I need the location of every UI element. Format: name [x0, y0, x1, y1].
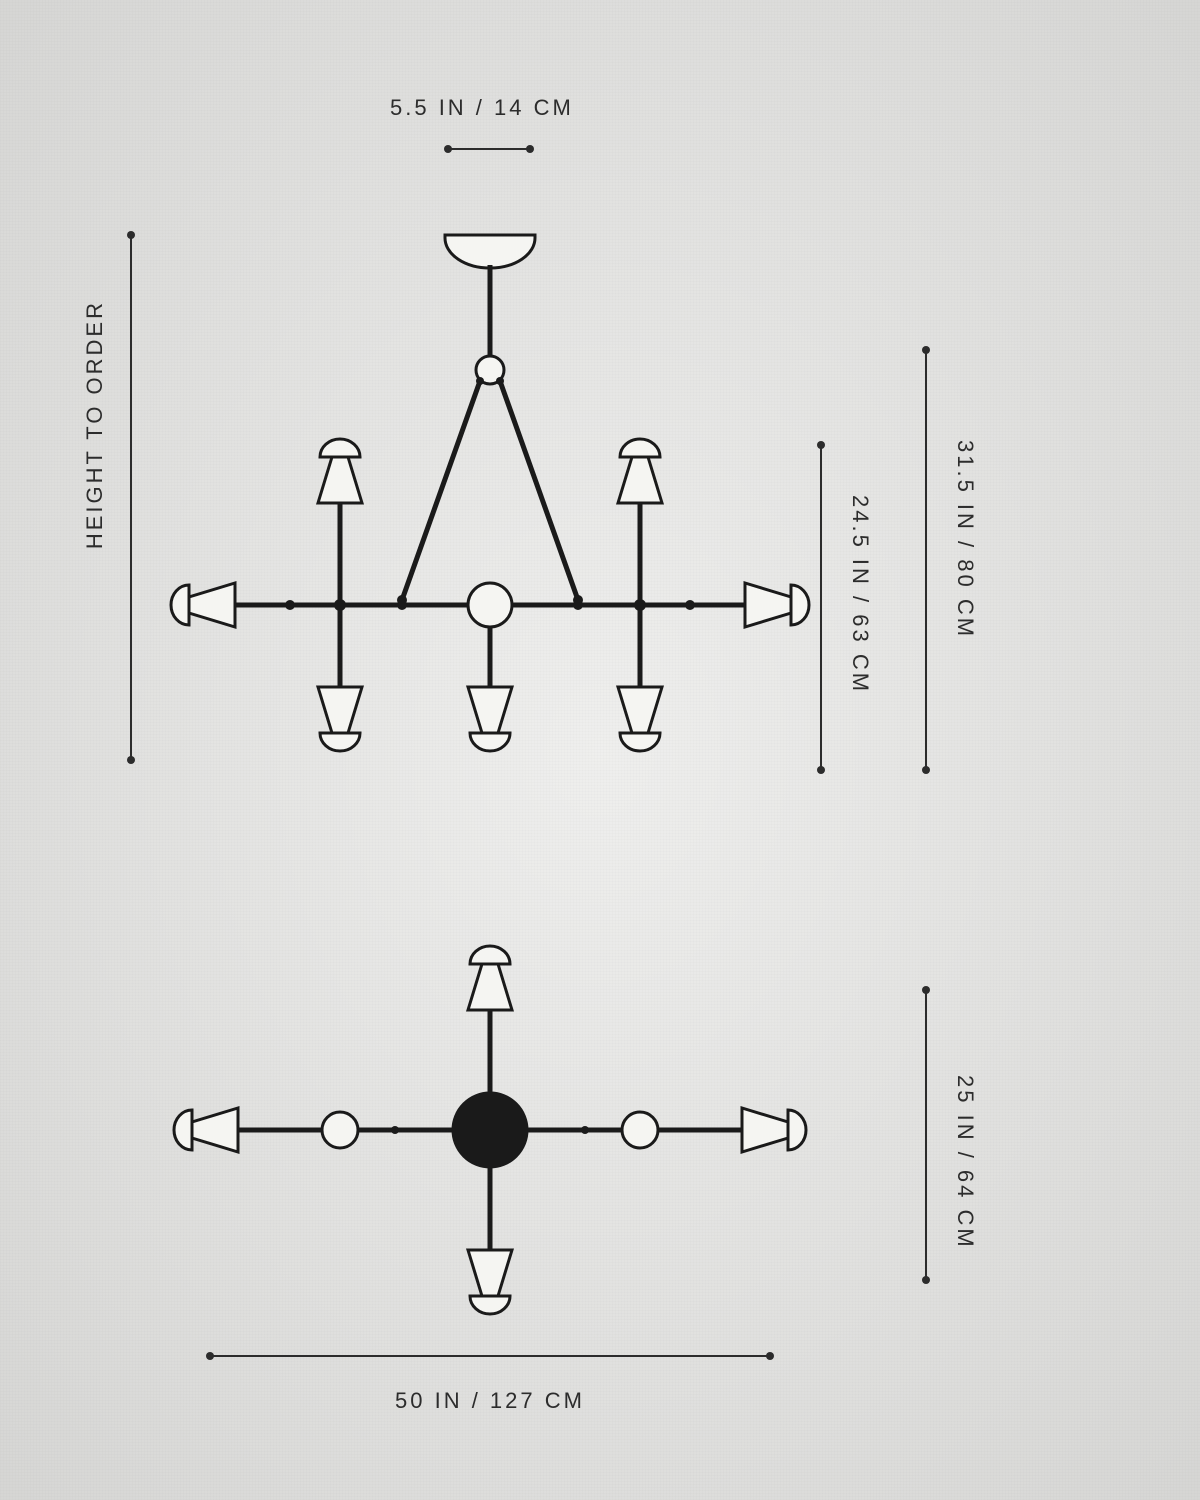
dim-tick	[817, 441, 825, 449]
dim-tick	[127, 756, 135, 764]
dim-tick	[766, 1352, 774, 1360]
dim-tick	[526, 145, 534, 153]
dim-tick	[922, 1276, 930, 1284]
dim-tick	[444, 145, 452, 153]
chandelier-top-view	[490, 1130, 491, 1131]
chandelier-front-view	[490, 235, 491, 236]
dim-width-label: 50 IN / 127 CM	[395, 1388, 585, 1414]
dim-line	[925, 990, 927, 1280]
dim-line	[925, 350, 927, 770]
dim-tick	[922, 346, 930, 354]
dim-top-depth-label: 25 IN / 64 CM	[952, 1075, 978, 1250]
dim-full-h-label: 31.5 IN / 80 CM	[952, 440, 978, 639]
dim-body-h-label: 24.5 IN / 63 CM	[847, 495, 873, 694]
dim-height-order-label: HEIGHT TO ORDER	[82, 300, 108, 549]
dim-tick	[206, 1352, 214, 1360]
dim-line	[448, 148, 530, 150]
dim-tick	[127, 231, 135, 239]
dim-tick	[922, 986, 930, 994]
dim-line	[820, 445, 822, 770]
dim-canopy-label: 5.5 IN / 14 CM	[390, 95, 574, 121]
dim-tick	[922, 766, 930, 774]
dim-line	[130, 235, 132, 760]
dim-tick	[817, 766, 825, 774]
dim-line	[210, 1355, 770, 1357]
